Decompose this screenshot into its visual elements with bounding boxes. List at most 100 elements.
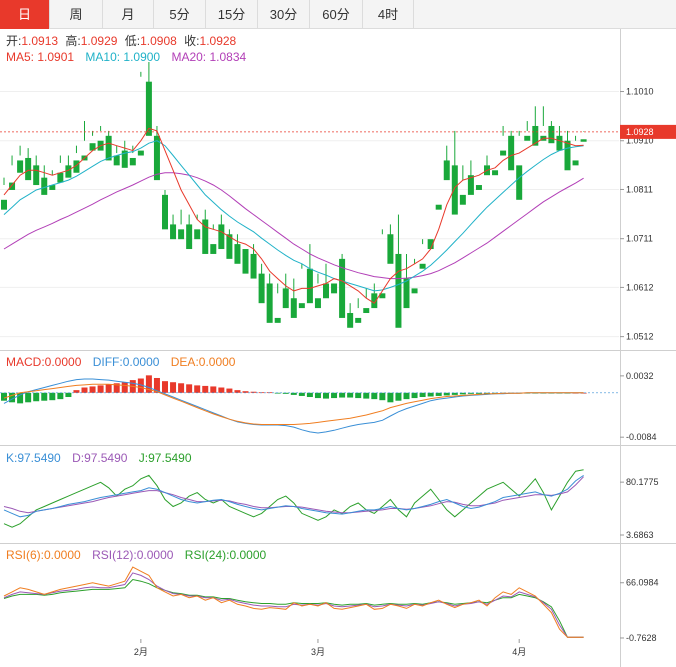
macd-diff-line bbox=[3, 378, 584, 434]
macd-bar bbox=[347, 392, 354, 398]
kdj-d-line bbox=[3, 476, 584, 514]
price-tick-label: 1.0811 bbox=[626, 184, 653, 194]
macd-bar bbox=[331, 392, 338, 399]
tab-30min[interactable]: 30分 bbox=[258, 0, 310, 29]
macd-tick-label: 0.0032 bbox=[626, 371, 654, 381]
candle-body bbox=[572, 160, 579, 166]
date-tick-label: 3月 bbox=[311, 647, 325, 657]
rsi-legend: RSI(6):0.0000 RSI(12):0.0000 RSI(24):0.0… bbox=[6, 548, 267, 562]
low-value: 1.0908 bbox=[140, 34, 177, 48]
candle-body bbox=[33, 165, 40, 186]
open-label: 开: bbox=[6, 34, 21, 48]
kdj-j-line bbox=[3, 469, 584, 528]
macd-legend: MACD:0.0000 DIFF:0.0000 DEA:0.0000 bbox=[6, 355, 236, 369]
candle-body bbox=[258, 273, 265, 304]
candle-body bbox=[178, 229, 185, 240]
moving-average-lines bbox=[3, 127, 584, 304]
last-price-label: 1.0928 bbox=[626, 127, 654, 137]
kdj-k-line bbox=[3, 474, 584, 518]
macd-bar bbox=[137, 378, 144, 393]
candle-body bbox=[323, 283, 329, 299]
tab-4hour[interactable]: 4时 bbox=[363, 0, 414, 29]
tab-60min[interactable]: 60分 bbox=[310, 0, 363, 29]
macd-bar bbox=[282, 392, 289, 394]
candle-body bbox=[242, 249, 249, 274]
kdj-panel bbox=[3, 469, 584, 528]
candle-body bbox=[459, 194, 466, 205]
ma5-label: MA5: 1.0901 bbox=[6, 50, 74, 64]
k-label: K:97.5490 bbox=[6, 451, 61, 465]
candle-body bbox=[73, 160, 80, 173]
macd-bar bbox=[363, 392, 370, 399]
candle-body bbox=[355, 317, 362, 323]
macd-bar bbox=[145, 375, 152, 393]
rsi6-line bbox=[3, 566, 584, 638]
dea-label: DEA:0.0000 bbox=[171, 355, 236, 369]
macd-bar bbox=[1, 392, 7, 401]
tab-5min[interactable]: 5分 bbox=[154, 0, 206, 29]
ohlc-legend: 开:1.0913 高:1.0929 低:1.0908 收:1.0928 bbox=[6, 33, 237, 48]
ma10-label: MA10: 1.0900 bbox=[85, 50, 160, 64]
candle-body bbox=[347, 313, 354, 328]
candle-body bbox=[49, 185, 56, 190]
candle-body bbox=[186, 224, 193, 250]
macd-bar bbox=[395, 392, 402, 401]
macd-bar bbox=[234, 390, 241, 393]
candle-body bbox=[379, 293, 386, 299]
candle-body bbox=[218, 224, 225, 250]
candle-body bbox=[403, 278, 410, 309]
period-tab-bar: 日 周 月 5分 15分 30分 60分 4时 bbox=[0, 0, 676, 29]
ma10-line bbox=[3, 140, 584, 292]
macd-bar bbox=[323, 392, 329, 399]
price-axis: 1.1010 1.0910 1.0811 1.0711 1.0612 1.0512 1.09… bbox=[620, 87, 676, 643]
date-tick-label: 4月 bbox=[512, 647, 526, 657]
candle-body bbox=[210, 244, 217, 254]
candle-body bbox=[282, 288, 289, 309]
macd-panel bbox=[0, 375, 619, 434]
tab-day[interactable]: 日 bbox=[0, 0, 50, 29]
macd-bar bbox=[387, 392, 394, 403]
candle-body bbox=[451, 165, 458, 215]
candle-body bbox=[435, 204, 442, 210]
price-tick-label: 1.1010 bbox=[626, 87, 654, 97]
tab-week[interactable]: 周 bbox=[50, 0, 103, 29]
candle-body bbox=[9, 182, 16, 190]
candle-body bbox=[500, 150, 507, 156]
high-value: 1.0929 bbox=[81, 34, 118, 48]
macd-bar bbox=[451, 392, 458, 395]
candle-body bbox=[89, 143, 96, 151]
macd-bar bbox=[49, 392, 56, 401]
candle-body bbox=[363, 308, 370, 314]
candle-body bbox=[427, 239, 434, 250]
candle-body bbox=[266, 283, 273, 323]
candle-body bbox=[556, 135, 563, 151]
candle-body bbox=[516, 165, 523, 200]
rsi-tick-label: -0.7628 bbox=[626, 633, 657, 643]
candle-body bbox=[202, 219, 209, 254]
candle-body bbox=[314, 298, 321, 309]
rsi-tick-label: 66.0984 bbox=[626, 578, 659, 588]
macd-bar bbox=[186, 384, 193, 393]
candle-body bbox=[580, 139, 587, 142]
rsi12-line bbox=[3, 572, 584, 638]
macd-bar bbox=[459, 392, 466, 395]
macd-bar bbox=[178, 383, 185, 393]
j-label: J:97.5490 bbox=[139, 451, 192, 465]
macd-bar bbox=[162, 381, 168, 393]
macd-bar bbox=[475, 392, 482, 394]
macd-bar bbox=[242, 391, 249, 393]
tab-month[interactable]: 月 bbox=[103, 0, 154, 29]
price-tick-label: 1.0612 bbox=[626, 282, 654, 292]
rsi12-label: RSI(12):0.0000 bbox=[92, 548, 174, 562]
candle-body bbox=[153, 135, 160, 181]
macd-bar bbox=[419, 392, 426, 398]
candle-body bbox=[145, 81, 152, 136]
tab-15min[interactable]: 15分 bbox=[206, 0, 258, 29]
candle-body bbox=[105, 135, 112, 161]
candle-body bbox=[274, 317, 281, 323]
macd-bar bbox=[226, 388, 233, 393]
macd-bar bbox=[210, 386, 217, 393]
kline-chart[interactable]: 1.1010 1.0910 1.0811 1.0711 1.0612 1.0512 1.09… bbox=[0, 29, 676, 667]
date-tick-label: 2月 bbox=[134, 647, 148, 657]
macd-bar bbox=[298, 392, 305, 396]
